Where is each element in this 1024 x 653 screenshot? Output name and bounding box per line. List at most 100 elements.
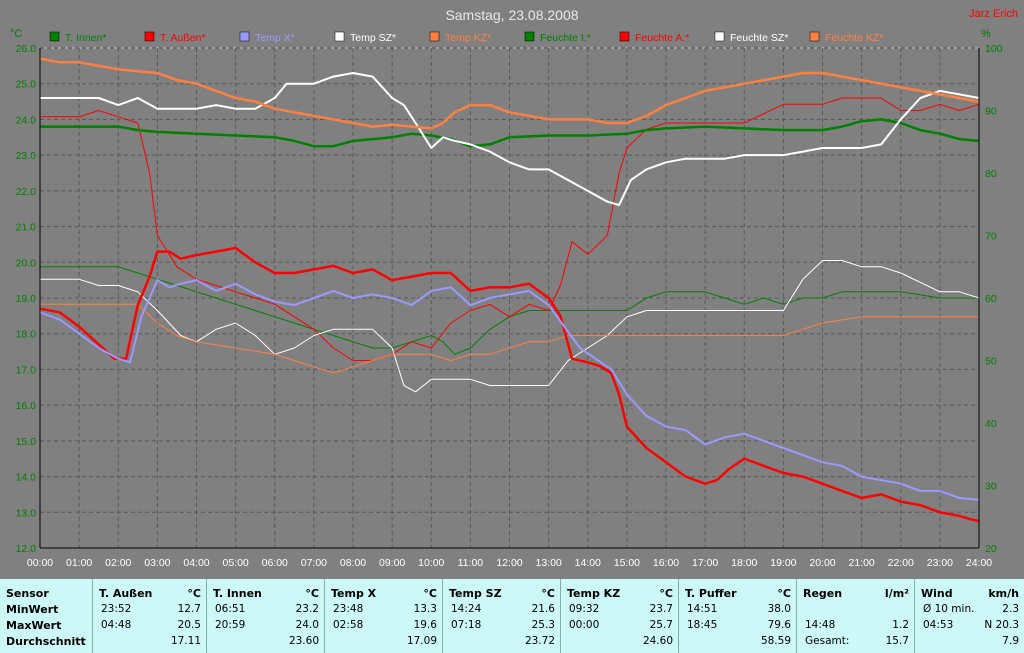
y-left-tick-label: 18.0 — [16, 329, 37, 341]
max-time: 00:00 — [569, 619, 600, 631]
legend: T. Innen* T. Außen* Temp X* Temp SZ* Temp KZ… — [49, 31, 883, 44]
average-value: 17.11 — [170, 635, 201, 647]
y-left-tick-label: 14.0 — [16, 472, 37, 484]
x-tick-label: 06:00 — [262, 557, 288, 569]
min-time: 09:32 — [569, 603, 600, 615]
x-tick-label: 02:00 — [105, 557, 131, 569]
x-tick-label: 20:00 — [809, 557, 835, 569]
min-time: Ø 10 min. — [923, 603, 975, 615]
x-tick-label: 11:00 — [458, 557, 484, 569]
y-left-tick-label: 13.0 — [16, 507, 37, 519]
chart-title: Samstag, 23.08.2008 — [445, 7, 578, 23]
legend-swatch — [524, 31, 535, 42]
max-value: 24.0 — [295, 619, 319, 631]
max-value: 1.2 — [892, 619, 909, 631]
min-value: 23.7 — [649, 603, 673, 615]
legend-label: Temp SZ* — [350, 32, 396, 44]
x-tick-label: 15:00 — [614, 557, 640, 569]
y-left-tick-label: 20.0 — [16, 257, 37, 269]
legend-swatch — [619, 31, 630, 42]
legend-label: Feuchte SZ* — [730, 32, 788, 44]
row-label: Durchschnitt — [6, 635, 86, 648]
series-line-temp-kz — [39, 57, 980, 130]
min-value: 12.7 — [177, 603, 201, 615]
x-tick-label: 13:00 — [535, 557, 561, 569]
legend-swatch — [144, 31, 155, 42]
series-line-temp-sz — [40, 72, 980, 207]
stats-column: Regen l/m² 14:48 1.2 Gesamt: 15.7 — [796, 579, 915, 653]
stats-column: T. Puffer °C 14:51 38.0 18:45 79.6 58.59 — [678, 579, 797, 653]
column-header: Temp KZ — [567, 587, 621, 600]
y-right-unit: % — [981, 28, 991, 40]
x-tick-label: 23:00 — [927, 557, 953, 569]
max-value: 20.5 — [177, 619, 201, 631]
y-right-tick-label: 40 — [985, 418, 997, 430]
x-tick-label: 05:00 — [222, 557, 248, 569]
y-right-tick-label: 90 — [985, 106, 997, 118]
y-left-tick-label: 25.0 — [16, 79, 37, 91]
y-right-tick-label: 50 — [985, 356, 997, 368]
x-tick-label: 07:00 — [301, 557, 327, 569]
average-value: 15.7 — [885, 635, 909, 647]
min-value: 21.6 — [531, 603, 555, 615]
y-left-tick-label: 26.0 — [16, 43, 37, 55]
min-value: 23.2 — [295, 603, 319, 615]
x-tick-label: 10:00 — [418, 557, 444, 569]
legend-label: T. Innen* — [65, 32, 106, 44]
x-tick-label: 14:00 — [575, 557, 601, 569]
x-tick-label: 24:00 — [966, 557, 992, 569]
column-unit: °C — [423, 587, 437, 600]
average-value: 58.59 — [760, 635, 791, 647]
stats-column: T. Innen °C 06:51 23.2 20:59 24.0 23.60 — [206, 579, 325, 653]
legend-label: T. Außen* — [160, 32, 206, 44]
stats-column: T. Außen °C 23:52 12.7 04:48 20.5 17.11 — [92, 579, 207, 653]
series-line-feuchte-sz — [40, 260, 980, 393]
stats-table: Sensor MinWert MaxWert Durchschnitt T. Außen… — [0, 579, 1024, 653]
x-tick-label: 17:00 — [692, 557, 718, 569]
x-tick-label: 00:00 — [27, 557, 53, 569]
x-tick-label: 09:00 — [379, 557, 405, 569]
series-group — [39, 57, 980, 523]
row-label: Sensor — [6, 587, 49, 600]
average-value: 23.72 — [524, 635, 555, 647]
x-tick-label: 19:00 — [770, 557, 796, 569]
average-value: 7.9 — [1002, 635, 1019, 647]
legend-swatch — [49, 31, 60, 42]
column-header: Temp SZ — [449, 587, 502, 600]
y-left-tick-label: 21.0 — [16, 222, 37, 234]
column-unit: l/m² — [884, 587, 909, 600]
legend-swatch — [334, 31, 345, 42]
series-line-feuchte-a — [40, 97, 980, 361]
max-time: 18:45 — [687, 619, 718, 631]
legend-label: Temp X* — [255, 32, 295, 44]
min-time: 23:48 — [333, 603, 364, 615]
legend-label: Temp KZ* — [445, 32, 491, 44]
axes: 12.0 13.0 14.0 15.0 16.0 17.0 18.0 19.0 20.0 21.0… — [16, 43, 1003, 569]
column-header: Wind — [921, 587, 953, 600]
legend-swatch — [239, 31, 250, 42]
y-left-tick-label: 12.0 — [16, 543, 37, 555]
column-unit: km/h — [988, 587, 1019, 600]
author-label: Jarz Erich — [969, 8, 1018, 20]
row-label-column: Sensor MinWert MaxWert Durchschnitt — [0, 579, 92, 653]
column-unit: °C — [659, 587, 673, 600]
column-unit: °C — [541, 587, 555, 600]
legend-label: Feuchte I.* — [540, 32, 591, 44]
row-label: MinWert — [6, 603, 59, 616]
max-value: 19.6 — [413, 619, 437, 631]
column-unit: °C — [187, 587, 201, 600]
max-value: 79.6 — [767, 619, 791, 631]
stats-column: Temp X °C 23:48 13.3 02:58 19.6 17.09 — [324, 579, 443, 653]
max-value: N 20.3 — [984, 619, 1019, 631]
series-line-feuchte-i — [40, 266, 979, 355]
legend-swatch — [809, 31, 820, 42]
min-value: 2.3 — [1002, 603, 1019, 615]
series-line-temp-x — [39, 279, 980, 501]
average-value: 17.09 — [406, 635, 437, 647]
column-header: T. Außen — [99, 587, 153, 600]
column-header: T. Puffer — [685, 587, 737, 600]
max-time: 04:48 — [101, 619, 132, 631]
stats-column: Temp SZ °C 14:24 21.6 07:18 25.3 23.72 — [442, 579, 561, 653]
max-time: 14:48 — [805, 619, 836, 631]
legend-swatch — [429, 31, 440, 42]
